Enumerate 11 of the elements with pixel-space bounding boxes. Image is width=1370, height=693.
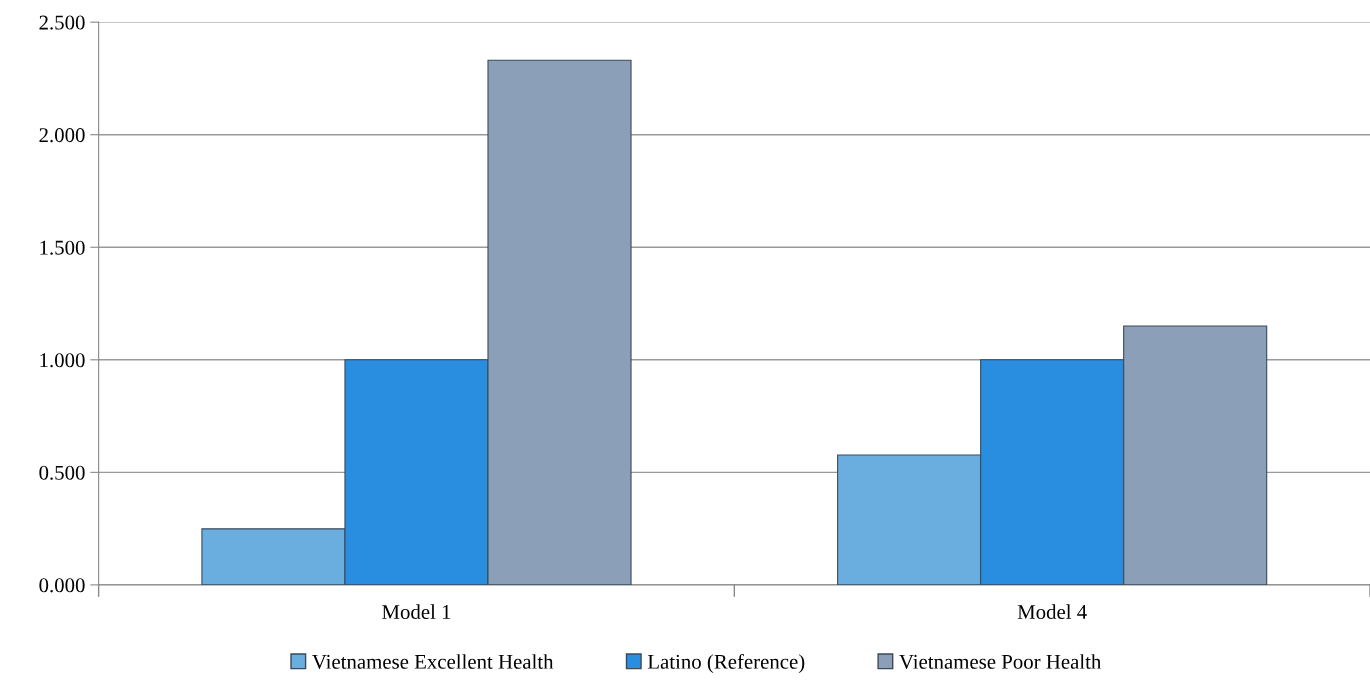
legend-label: Vietnamese Poor Health <box>899 654 1102 669</box>
y-tick-label: 2.500 <box>39 15 85 30</box>
y-tick-label: 1.000 <box>40 353 85 368</box>
y-tick-label: 2.000 <box>39 128 85 143</box>
y-tick-label: 1.500 <box>40 240 85 255</box>
legend-label: Vietnamese Excellent Health <box>312 654 554 669</box>
x-tick-label: Model 1 <box>382 604 451 619</box>
y-tick-label: 0.000 <box>39 578 85 593</box>
x-tick-label: Model 4 <box>1017 604 1087 619</box>
y-tick-label: 0.500 <box>39 465 85 480</box>
legend-label: Latino (Reference) <box>647 653 805 674</box>
